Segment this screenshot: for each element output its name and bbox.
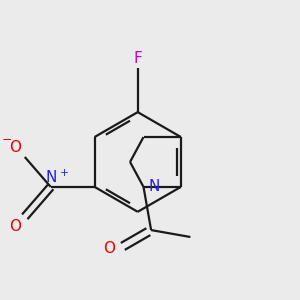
Text: N: N [148,179,160,194]
Text: −: − [2,133,12,146]
Text: O: O [103,241,115,256]
Text: O: O [10,140,22,155]
Text: +: + [59,168,68,178]
Text: F: F [133,51,142,66]
Text: O: O [10,219,22,234]
Text: N: N [45,170,56,185]
